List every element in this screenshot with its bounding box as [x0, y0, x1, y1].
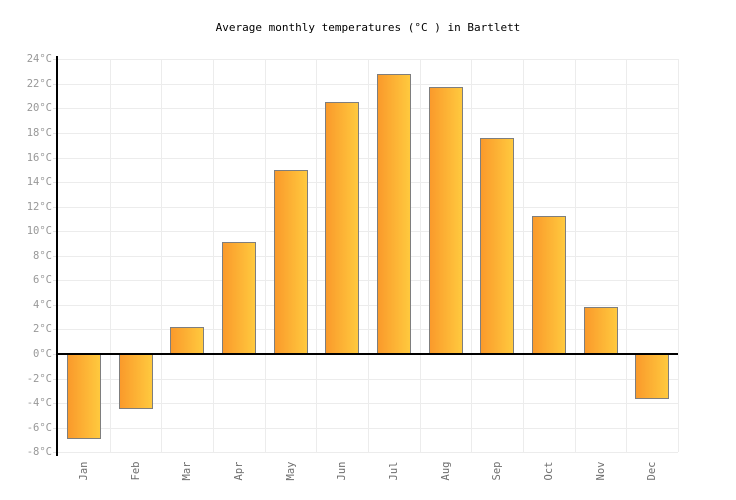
- h-gridline: [58, 452, 678, 454]
- y-axis-line: [56, 56, 58, 457]
- y-axis-label: 12°C: [26, 200, 52, 213]
- bar-may: [273, 169, 308, 354]
- v-gridline: [574, 59, 576, 453]
- bar-aug: [428, 87, 463, 354]
- v-gridline: [213, 59, 214, 453]
- x-axis-label-sep: Sep: [491, 461, 504, 481]
- x-axis-label-may: May: [284, 461, 297, 481]
- zero-axis-line: [58, 353, 678, 355]
- bar-nov: [583, 307, 618, 354]
- y-axis-label: 0°C: [33, 348, 52, 360]
- y-axis-tick: [53, 354, 58, 355]
- y-axis-label: 24°C: [26, 53, 52, 66]
- bar-jul: [376, 73, 411, 354]
- v-gridline: [626, 59, 628, 453]
- x-axis-label-feb: Feb: [129, 461, 142, 481]
- x-axis-label-oct: Oct: [542, 461, 555, 481]
- v-gridline: [161, 59, 163, 453]
- v-gridline: [264, 59, 266, 453]
- y-axis-label: 10°C: [26, 225, 52, 238]
- x-axis-label-aug: Aug: [439, 461, 452, 481]
- y-axis-label: 8°C: [33, 249, 52, 262]
- y-axis-tick: [53, 427, 58, 429]
- y-axis-tick: [53, 132, 58, 134]
- y-axis-label: -8°C: [26, 446, 52, 459]
- y-axis-tick: [53, 59, 58, 61]
- y-axis-label: -2°C: [26, 372, 52, 385]
- y-axis-tick: [53, 83, 58, 85]
- v-gridline: [419, 59, 421, 453]
- y-axis-label: -6°C: [26, 421, 52, 434]
- y-axis-label: 6°C: [33, 274, 52, 287]
- x-axis-label-mar: Mar: [181, 461, 194, 481]
- x-axis-label-jun: Jun: [336, 461, 349, 481]
- v-gridline: [471, 59, 473, 453]
- bar-oct: [531, 216, 566, 354]
- y-axis-tick: [53, 206, 58, 208]
- x-axis-label-nov: Nov: [594, 461, 607, 481]
- y-axis-label: 14°C: [26, 176, 52, 189]
- y-axis-label: 16°C: [26, 151, 52, 164]
- y-axis-tick: [53, 304, 58, 306]
- bar-feb: [118, 354, 153, 410]
- v-gridline: [316, 59, 318, 453]
- y-axis-label: 22°C: [26, 77, 52, 90]
- y-axis-tick: [53, 157, 58, 159]
- y-axis-tick: [53, 280, 58, 282]
- v-gridline: [109, 59, 111, 453]
- bar-mar: [170, 326, 205, 354]
- y-axis-tick: [53, 231, 58, 233]
- y-axis-tick: [53, 452, 58, 454]
- y-axis-label: 2°C: [33, 323, 52, 336]
- bar-dec: [635, 354, 670, 400]
- y-axis-tick: [53, 329, 58, 331]
- y-axis-label: 20°C: [26, 102, 52, 115]
- v-gridline: [678, 59, 679, 453]
- x-axis-label-apr: Apr: [232, 461, 245, 481]
- v-gridline: [368, 59, 369, 453]
- v-gridline: [523, 59, 524, 453]
- x-axis-label-jan: Jan: [77, 461, 90, 481]
- bar-sep: [480, 137, 515, 354]
- x-axis-label-dec: Dec: [646, 461, 659, 481]
- y-axis-tick: [53, 108, 58, 110]
- bar-apr: [221, 242, 256, 354]
- y-axis-label: 4°C: [33, 298, 52, 311]
- bar-jan: [66, 354, 101, 439]
- x-axis-label-jul: Jul: [387, 461, 400, 481]
- chart-title: Average monthly temperatures (°C ) in Ba…: [215, 21, 521, 34]
- y-axis-tick: [53, 255, 58, 257]
- y-axis-label: -4°C: [26, 397, 52, 410]
- y-axis-tick: [53, 182, 58, 184]
- bar-jun: [325, 102, 360, 354]
- y-axis-tick: [53, 403, 58, 405]
- y-axis-tick: [53, 378, 58, 380]
- y-axis-label: 18°C: [26, 126, 52, 139]
